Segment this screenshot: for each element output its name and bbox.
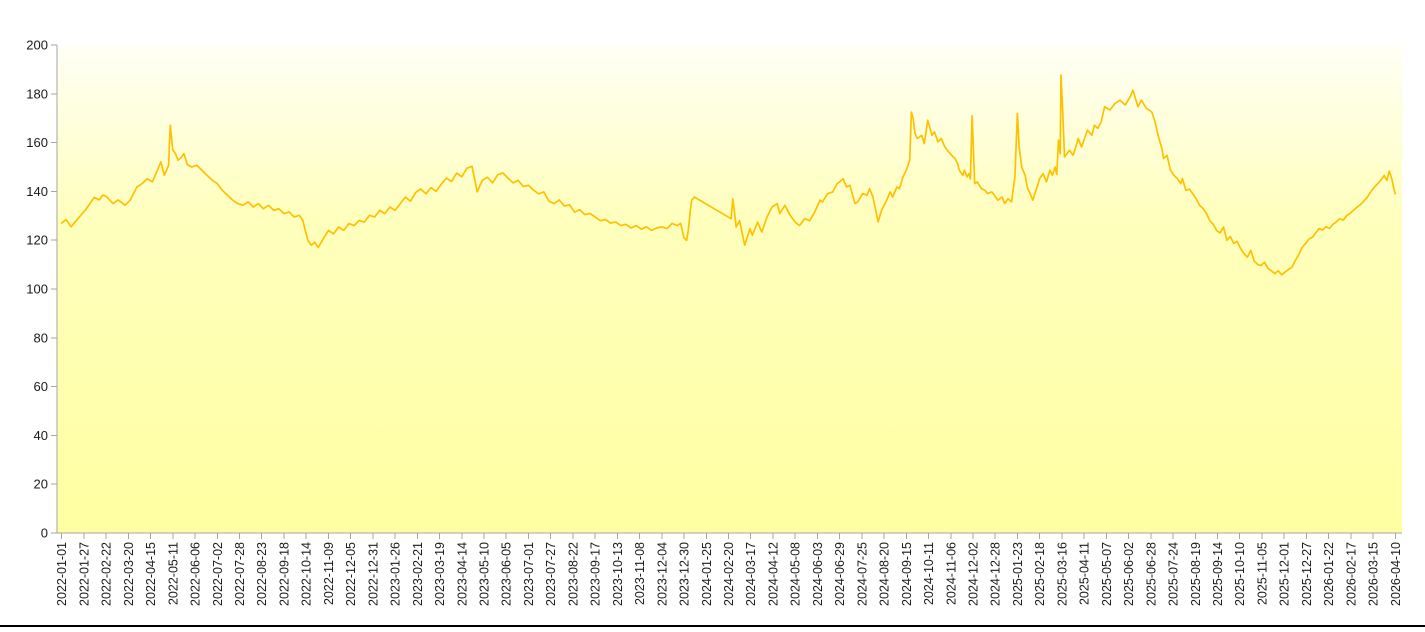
x-tick-label: 2025-08-19 (1189, 542, 1203, 606)
x-tick-label: 2024-04-12 (766, 542, 780, 606)
x-tick-label: 2022-01-01 (55, 542, 69, 606)
x-tick-label: 2024-05-08 (789, 542, 803, 606)
x-tick-label: 2025-06-28 (1144, 542, 1158, 606)
x-tick-label: 2023-05-10 (478, 542, 492, 606)
x-tick-label: 2022-04-15 (144, 542, 158, 606)
x-tick-label: 2022-01-27 (77, 542, 91, 606)
x-tick-label: 2025-12-27 (1300, 542, 1314, 606)
x-tick-label: 2022-12-05 (344, 542, 358, 606)
x-tick-label: 2022-08-23 (255, 542, 269, 606)
x-tick-label: 2024-07-25 (855, 542, 869, 606)
y-tick-label: 180 (26, 86, 48, 101)
x-tick-label: 2023-10-13 (611, 542, 625, 606)
x-tick-label: 2025-06-02 (1122, 542, 1136, 606)
x-tick-label: 2023-12-30 (678, 542, 692, 606)
x-tick-label: 2023-02-21 (411, 542, 425, 606)
x-tick-label: 2025-01-23 (1011, 542, 1025, 606)
x-tick-label: 2022-12-31 (366, 542, 380, 606)
x-tick-label: 2023-06-05 (500, 542, 514, 606)
y-tick-label: 160 (26, 135, 48, 150)
x-tick-label: 2022-07-28 (233, 542, 247, 606)
x-tick-label: 2025-05-07 (1100, 542, 1114, 606)
x-tick-label: 2023-03-19 (433, 542, 447, 606)
x-tick-label: 2026-01-22 (1322, 542, 1336, 606)
x-tick-label: 2026-04-10 (1389, 542, 1403, 606)
x-tick-label: 2023-04-14 (455, 542, 469, 606)
y-tick-label: 20 (34, 477, 48, 492)
x-tick-label: 2023-09-17 (589, 542, 603, 606)
x-tick-label: 2025-04-11 (1078, 542, 1092, 605)
series-line (60, 74, 1397, 276)
x-tick-label: 2023-07-27 (544, 542, 558, 606)
x-tick-label: 2024-10-11 (922, 542, 936, 605)
y-tick-label: 200 (26, 38, 48, 53)
x-tick-label: 2024-06-29 (833, 542, 847, 606)
x-tick-label: 2022-06-06 (189, 542, 203, 606)
y-tick-label: 100 (26, 282, 48, 297)
y-tick-label: 40 (34, 428, 48, 443)
x-tick-label: 2024-12-02 (966, 542, 980, 606)
y-tick-label: 0 (41, 526, 48, 541)
x-tick-label: 2022-02-22 (100, 542, 114, 606)
x-tick-label: 2024-02-20 (722, 542, 736, 606)
x-tick-label: 2024-09-15 (900, 542, 914, 606)
y-tick-label: 60 (34, 379, 48, 394)
x-tick-label: 2022-05-11 (166, 542, 180, 605)
x-tick-label: 2024-12-28 (989, 542, 1003, 606)
x-tick-label: 2025-09-14 (1211, 542, 1225, 606)
x-tick-label: 2024-08-20 (878, 542, 892, 606)
x-tick-label: 2026-03-15 (1367, 542, 1381, 606)
x-tick-label: 2023-11-08 (633, 542, 647, 605)
x-tick-label: 2022-09-18 (277, 542, 291, 606)
x-tick-label: 2023-01-26 (389, 542, 403, 606)
x-tick-label: 2024-11-06 (944, 542, 958, 605)
y-tick-label: 80 (34, 330, 48, 345)
x-tick-label: 2022-10-14 (300, 542, 314, 606)
x-tick-label: 2024-03-17 (744, 542, 758, 606)
x-tick-label: 2023-08-22 (566, 542, 580, 606)
x-tick-label: 2024-01-25 (700, 542, 714, 606)
x-tick-label: 2023-12-04 (655, 542, 669, 606)
x-tick-label: 2025-02-18 (1033, 542, 1047, 606)
x-tick-label: 2024-06-03 (811, 542, 825, 606)
x-tick-label: 2022-11-09 (322, 542, 336, 605)
x-tick-label: 2025-07-24 (1167, 542, 1181, 606)
x-tick-label: 2025-12-01 (1278, 542, 1292, 606)
y-tick-label: 140 (26, 184, 48, 199)
x-tick-label: 2025-03-16 (1055, 542, 1069, 606)
x-tick-label: 2022-03-20 (122, 542, 136, 606)
plot-area (57, 45, 1402, 533)
x-tick-label: 2026-02-17 (1344, 542, 1358, 606)
x-tick-label: 2025-10-10 (1233, 542, 1247, 606)
y-tick-label: 120 (26, 233, 48, 248)
x-tick-label: 2023-07-01 (522, 542, 536, 606)
x-tick-label: 2022-07-02 (211, 542, 225, 606)
x-tick-label: 2025-11-05 (1255, 542, 1269, 605)
